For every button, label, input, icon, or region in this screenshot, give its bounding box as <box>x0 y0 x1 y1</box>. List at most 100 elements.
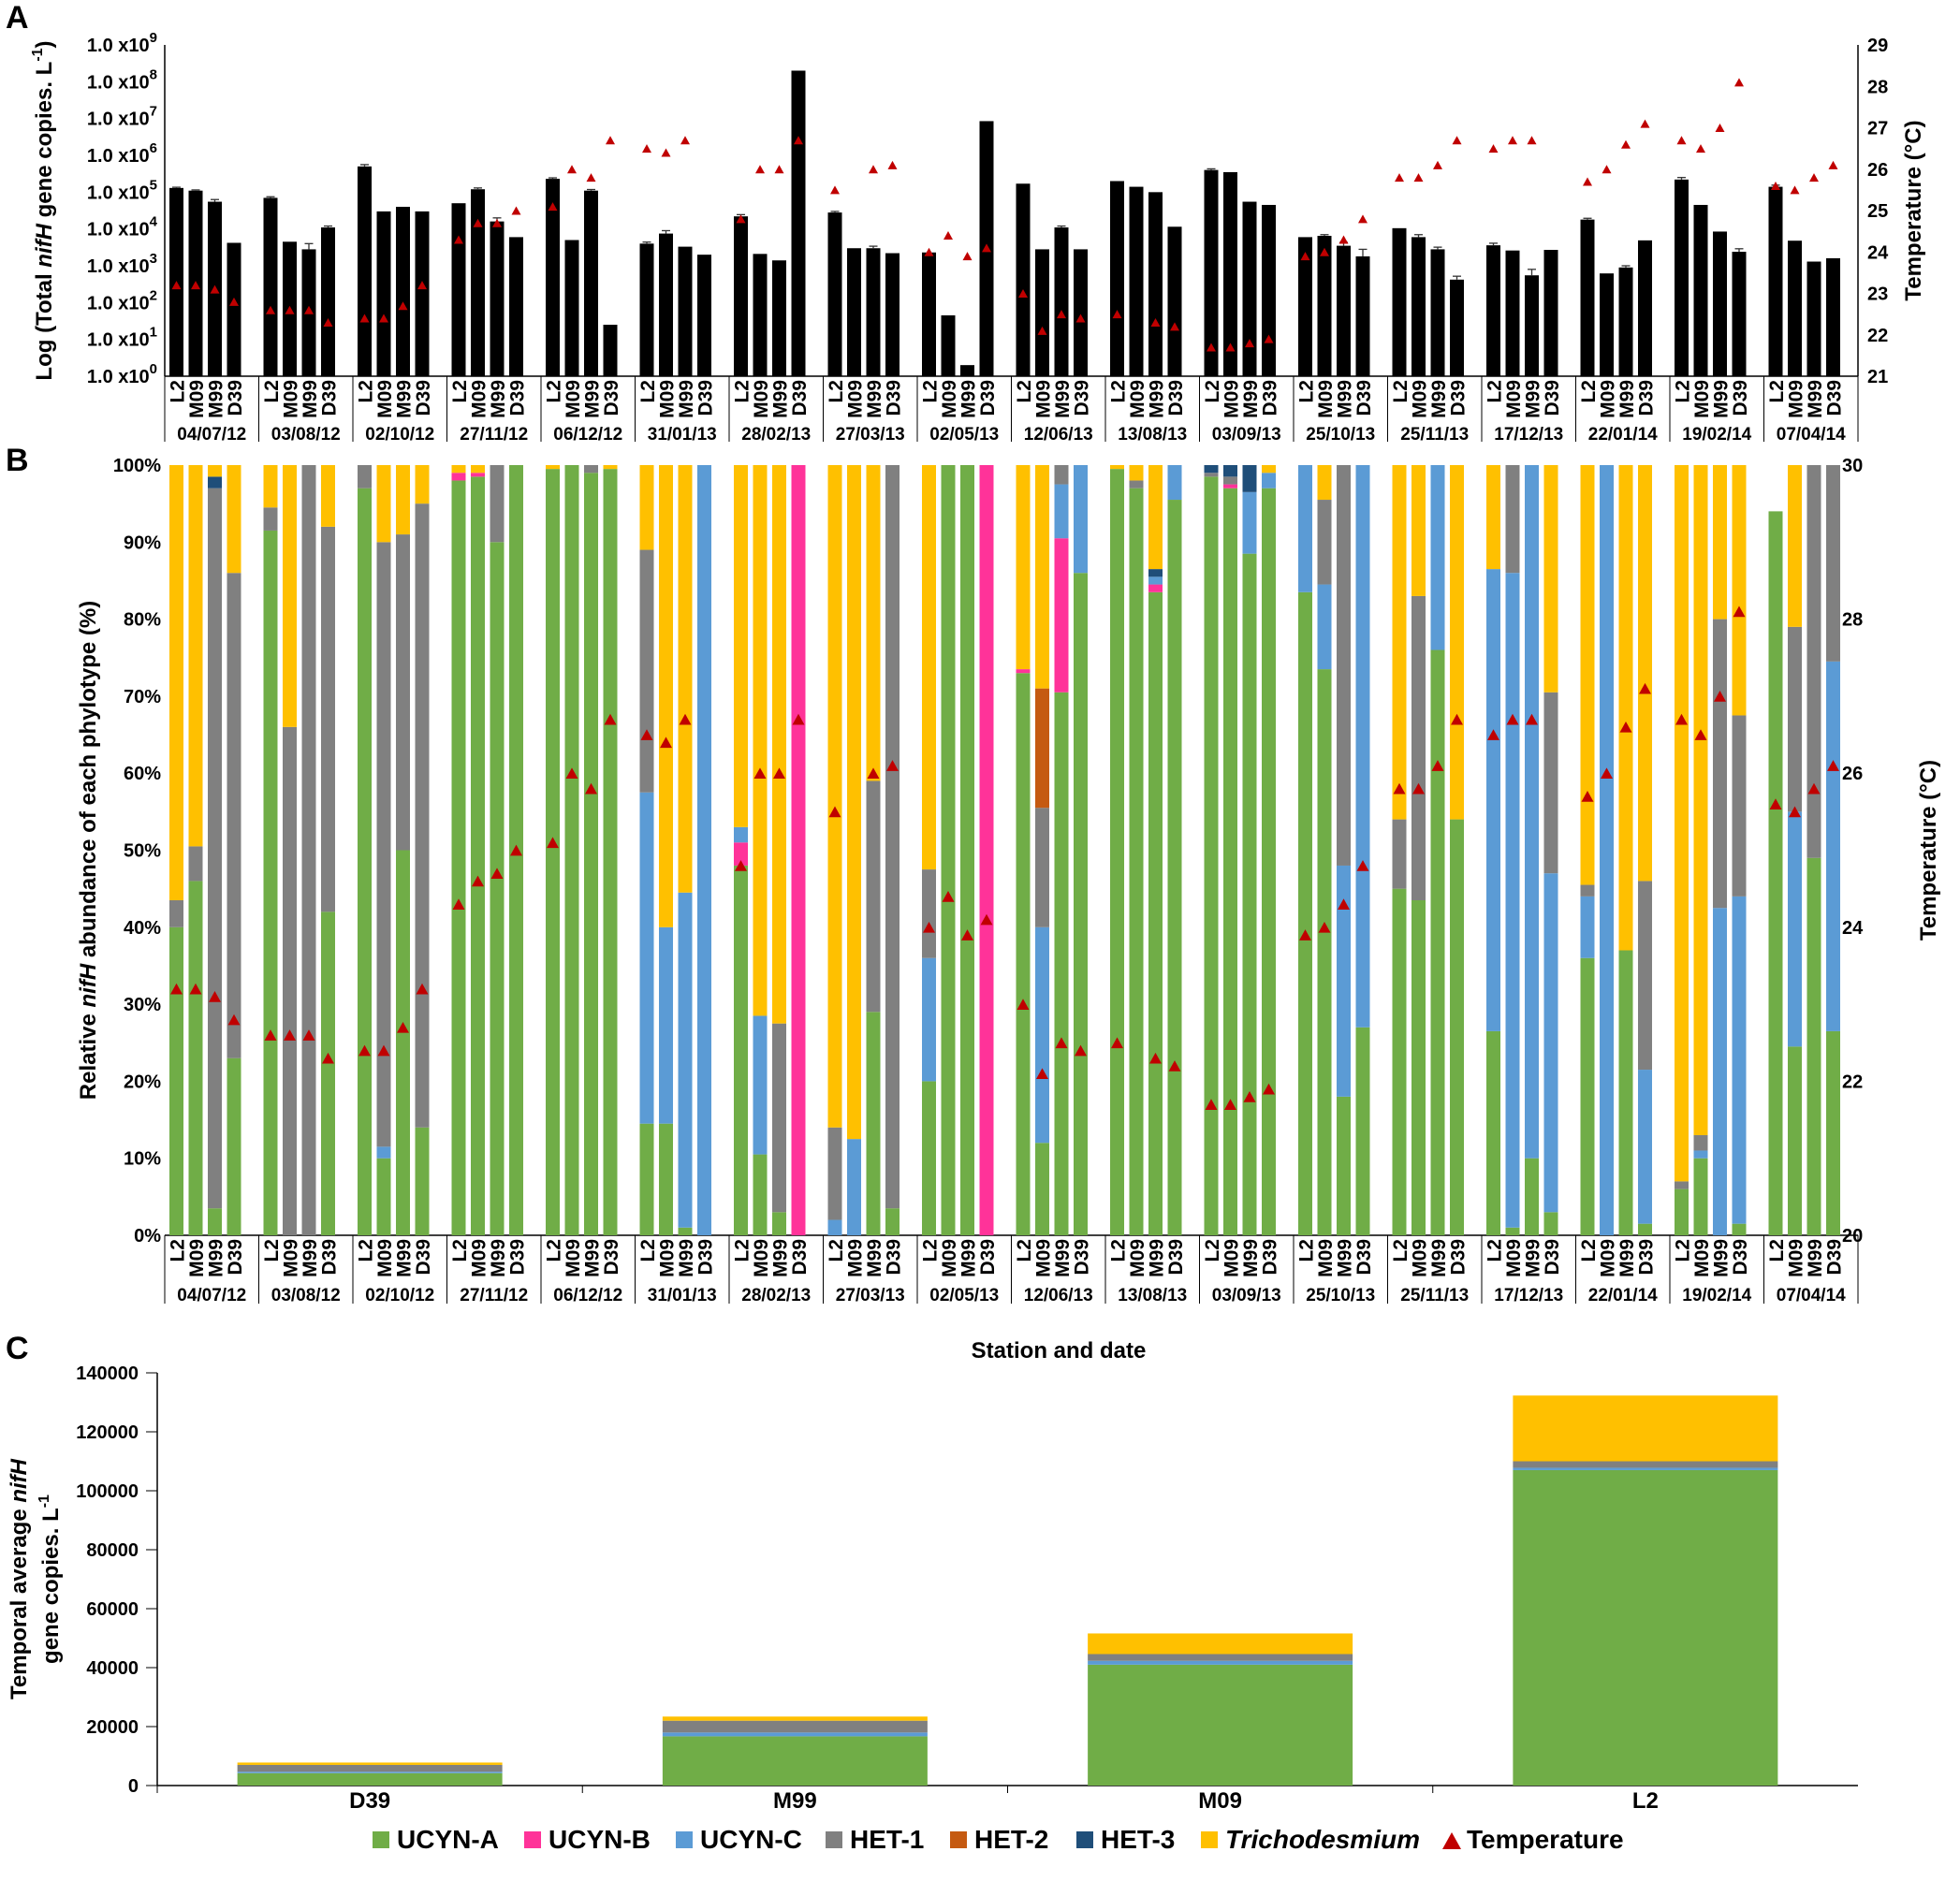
temperature-marker <box>943 231 953 241</box>
temperature-marker <box>1395 173 1404 182</box>
station-label: L2 <box>1108 1239 1130 1262</box>
y2-tick-label: 26 <box>1842 764 1863 784</box>
bar <box>490 221 505 376</box>
station-label: L2 <box>1202 1239 1223 1262</box>
stack-segment-het-1 <box>227 573 241 1058</box>
temperature-marker <box>1506 713 1519 725</box>
temperature-marker <box>454 235 463 244</box>
station-label: L2 <box>544 1239 565 1262</box>
y2-axis-label: Temperature (°C) <box>1901 120 1926 300</box>
temperature-marker <box>1621 139 1631 149</box>
stack-segment-ucyn-a <box>1450 819 1464 1235</box>
stack-segment-trichodesmium <box>772 465 786 1024</box>
station-label: M09 <box>563 1239 584 1277</box>
station-label: M09 <box>374 1239 396 1277</box>
station-label: L2 <box>356 380 377 403</box>
temperature-marker <box>585 782 597 795</box>
y2-tick-label: 27 <box>1867 119 1888 139</box>
station-label: M99 <box>300 1239 321 1277</box>
station-label: D39 <box>884 380 905 416</box>
stack-segment-ucyn-a <box>1525 1158 1539 1235</box>
station-label: D39 <box>1636 1239 1658 1276</box>
station-label: M09 <box>281 1239 302 1277</box>
station-label: D39 <box>601 1239 622 1276</box>
station-label: D39 <box>789 1239 811 1276</box>
temperature-marker <box>416 983 429 995</box>
station-label: M99 <box>206 1239 227 1277</box>
stack-segment-trichodesmium <box>639 465 654 550</box>
temperature-marker <box>1827 760 1839 771</box>
temperature-marker <box>379 314 388 323</box>
date-label: 22/01/14 <box>1588 425 1658 445</box>
station-label: M99 <box>300 380 321 418</box>
stack-segment-trichodesmium <box>1618 465 1633 951</box>
stack-segment-ucyn-c <box>1505 573 1520 1228</box>
temperature-marker <box>227 1013 241 1026</box>
stack-segment-ucyn-a <box>941 465 956 1235</box>
stack-segment-trichodesmium <box>1638 465 1652 882</box>
temperature-marker <box>565 767 578 780</box>
temperature-marker <box>773 767 785 780</box>
stack-segment-ucyn-c <box>1337 865 1351 1097</box>
stack-segment-ucyn-a <box>678 1227 693 1235</box>
temperature-marker <box>1075 314 1086 323</box>
stack-segment-het-1 <box>1513 1461 1778 1468</box>
date-label: 31/01/13 <box>648 1286 717 1305</box>
station-label: L2 <box>1296 1239 1318 1262</box>
temperature-marker <box>1205 1099 1218 1110</box>
stack-segment-ucyn-a <box>1110 469 1124 1235</box>
station-label: M09 <box>657 1239 679 1277</box>
bar <box>1223 171 1237 376</box>
temperature-marker <box>1150 317 1161 327</box>
stack-segment-ucyn-c <box>1317 584 1332 670</box>
bar <box>659 233 673 376</box>
temperature-marker <box>1488 144 1499 153</box>
bar <box>564 240 579 376</box>
stack-segment-ucyn-c <box>1167 465 1182 501</box>
y-tick-label: 1.0 x109 <box>87 30 157 56</box>
stack-segment-het-1 <box>1806 465 1821 858</box>
station-label: M09 <box>1786 1239 1807 1277</box>
y-tick-label: 30% <box>124 995 161 1015</box>
temperature-marker <box>1602 165 1612 174</box>
stack-segment-ucyn-c <box>1355 465 1370 1028</box>
station-label: M09 <box>469 1239 490 1277</box>
bar <box>1675 179 1689 376</box>
temperature-marker <box>266 305 275 314</box>
stack-segment-trichodesmium <box>227 465 241 574</box>
station-label: D39 <box>1072 380 1093 416</box>
temperature-marker <box>1696 144 1705 153</box>
station-label: D39 <box>1260 1239 1281 1276</box>
legend: UCYN-A UCYN-B UCYN-C HET-1 HET-2 HET-3 Trichod… <box>373 1825 1624 1854</box>
y2-tick-label: 26 <box>1867 160 1888 181</box>
stack-segment-het-1 <box>1317 500 1332 585</box>
temperature-marker <box>586 173 596 182</box>
station-label: D39 <box>789 380 811 416</box>
temperature-marker <box>1111 1037 1123 1049</box>
stack-segment-ucyn-a <box>639 1123 654 1235</box>
temperature-marker <box>189 983 202 995</box>
temperature-marker <box>511 206 521 215</box>
bar <box>1411 237 1426 376</box>
station-label: D39 <box>413 380 434 416</box>
station-label: M09 <box>1315 1239 1337 1277</box>
temperature-marker <box>304 305 314 314</box>
stack-segment-ucyn-a <box>1618 950 1633 1235</box>
bar <box>1486 245 1500 376</box>
category-label: M99 <box>773 1788 817 1814</box>
stack-segment-het-1 <box>1543 692 1558 874</box>
stack-segment-trichodesmium <box>1016 465 1031 670</box>
temperature-marker <box>567 165 577 174</box>
station-label: D39 <box>1448 1239 1470 1276</box>
date-label: 04/07/12 <box>177 425 246 445</box>
stack-segment-het-1 <box>1580 884 1595 897</box>
station-label: M09 <box>939 380 960 418</box>
temperature-marker <box>490 868 504 880</box>
bar <box>1016 183 1031 376</box>
temperature-marker <box>1168 1060 1181 1072</box>
temperature-marker <box>1149 1052 1162 1064</box>
stack-segment-ucyn-a <box>659 1123 673 1235</box>
stack-segment-ucyn-a <box>1088 1664 1353 1786</box>
station-label: M99 <box>1052 1239 1074 1277</box>
stack-segment-ucyn-c <box>1262 473 1276 488</box>
